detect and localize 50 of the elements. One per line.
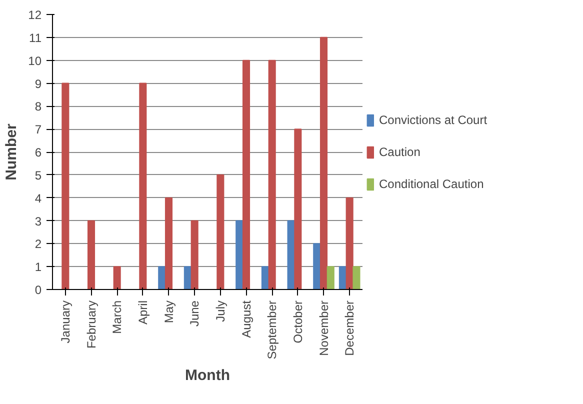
bar xyxy=(313,243,321,290)
x-tick-label: July xyxy=(213,300,228,322)
bar xyxy=(139,82,147,290)
bar xyxy=(184,266,192,290)
y-tick-label: 9 xyxy=(34,76,42,91)
bar xyxy=(216,174,224,290)
legend-label: Convictions at Court xyxy=(379,112,488,126)
bar xyxy=(236,220,244,290)
x-tick-label: October xyxy=(290,300,305,344)
x-tick-label: February xyxy=(84,300,98,349)
y-tick-label: 12 xyxy=(28,8,42,22)
bar xyxy=(158,266,166,290)
y-tick-label: 10 xyxy=(28,54,42,68)
x-tick-label: May xyxy=(162,300,176,324)
x-tick-label: August xyxy=(239,300,254,338)
y-tick-label: 8 xyxy=(34,100,42,114)
x-tick-label: November xyxy=(316,300,331,356)
y-axis-title: Number xyxy=(3,124,20,180)
bar xyxy=(62,82,70,290)
y-tick-label: 6 xyxy=(34,146,42,160)
bar xyxy=(294,128,302,290)
legend-label: Caution xyxy=(379,144,420,158)
bar xyxy=(268,60,276,290)
bar xyxy=(242,60,250,290)
y-tick-label: 7 xyxy=(34,122,42,137)
bar xyxy=(338,266,346,290)
bar xyxy=(352,266,360,290)
bar xyxy=(113,266,121,290)
legend-label: Conditional Caution xyxy=(379,176,484,190)
x-tick-label: March xyxy=(110,300,124,334)
bar xyxy=(320,36,328,290)
y-tick-label: 5 xyxy=(34,168,42,182)
bar xyxy=(190,220,198,290)
x-tick-label: September xyxy=(265,300,280,360)
y-tick-label: 2 xyxy=(34,237,42,252)
bar xyxy=(346,197,354,290)
y-tick-label: 11 xyxy=(29,30,42,45)
y-tick-label: 0 xyxy=(34,283,42,297)
bar xyxy=(261,266,269,290)
y-tick-label: 1 xyxy=(34,260,42,274)
x-tick-label: June xyxy=(188,300,202,327)
y-tick-label: 4 xyxy=(34,191,42,206)
x-axis-title: Month xyxy=(185,367,230,384)
x-tick-label: April xyxy=(136,300,150,325)
bar xyxy=(164,197,173,290)
bar xyxy=(326,266,334,290)
y-tick-label: 3 xyxy=(34,214,42,228)
x-tick-label: December xyxy=(342,300,357,356)
bar xyxy=(87,220,96,290)
x-tick-label: January xyxy=(58,300,72,344)
